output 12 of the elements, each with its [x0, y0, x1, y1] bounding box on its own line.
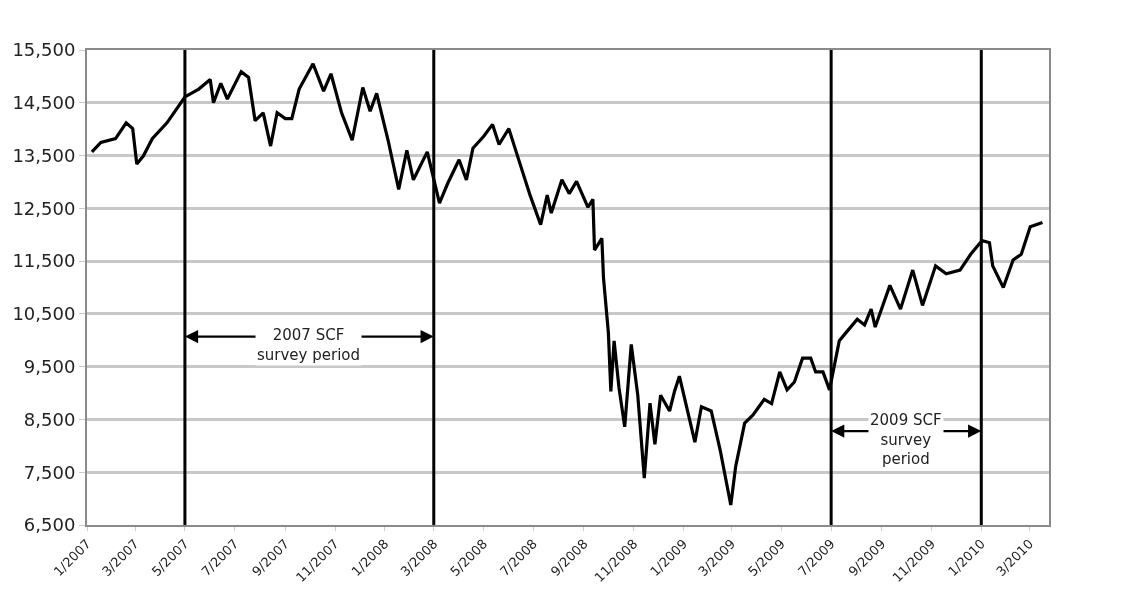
y-tick-label: 7,500	[23, 461, 76, 483]
y-tick-label: 12,500	[12, 197, 76, 219]
y-tick-label: 14,500	[12, 92, 76, 114]
annotation: 2009 SCF survey period	[870, 411, 942, 468]
y-tick-label: 15,500	[12, 39, 76, 61]
y-tick-label: 9,500	[23, 355, 76, 377]
y-tick-label: 8,500	[23, 408, 76, 430]
y-tick-label: 6,500	[23, 514, 76, 536]
y-tick-label: 10,500	[12, 303, 76, 325]
y-tick-label: 13,500	[12, 144, 76, 166]
annotation: 2007 SCF survey period	[257, 326, 361, 364]
y-tick-label: 11,500	[12, 250, 76, 272]
